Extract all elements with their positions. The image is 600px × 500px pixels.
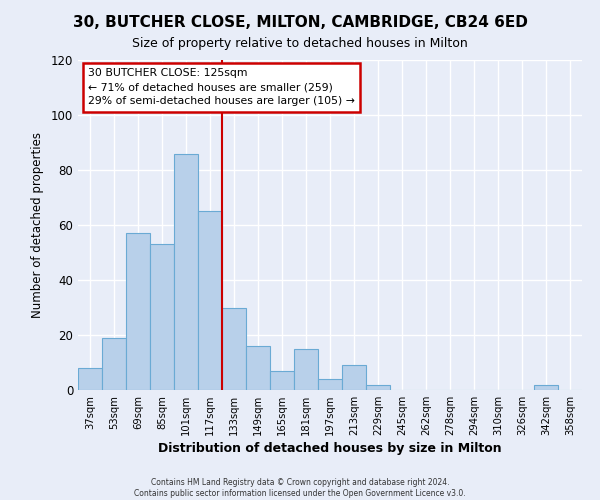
Text: Size of property relative to detached houses in Milton: Size of property relative to detached ho… bbox=[132, 38, 468, 51]
Text: 30 BUTCHER CLOSE: 125sqm
← 71% of detached houses are smaller (259)
29% of semi-: 30 BUTCHER CLOSE: 125sqm ← 71% of detach… bbox=[88, 68, 355, 106]
Bar bbox=[318, 379, 342, 390]
Bar bbox=[222, 308, 246, 390]
Bar bbox=[126, 233, 150, 390]
Bar bbox=[246, 346, 270, 390]
Bar bbox=[270, 371, 294, 390]
X-axis label: Distribution of detached houses by size in Milton: Distribution of detached houses by size … bbox=[158, 442, 502, 455]
Bar bbox=[102, 338, 126, 390]
Text: 30, BUTCHER CLOSE, MILTON, CAMBRIDGE, CB24 6ED: 30, BUTCHER CLOSE, MILTON, CAMBRIDGE, CB… bbox=[73, 15, 527, 30]
Bar bbox=[366, 384, 390, 390]
Bar bbox=[174, 154, 198, 390]
Bar bbox=[342, 365, 366, 390]
Text: Contains HM Land Registry data © Crown copyright and database right 2024.
Contai: Contains HM Land Registry data © Crown c… bbox=[134, 478, 466, 498]
Bar bbox=[294, 349, 318, 390]
Bar bbox=[150, 244, 174, 390]
Bar bbox=[78, 368, 102, 390]
Bar bbox=[534, 384, 558, 390]
Bar bbox=[198, 211, 222, 390]
Y-axis label: Number of detached properties: Number of detached properties bbox=[31, 132, 44, 318]
